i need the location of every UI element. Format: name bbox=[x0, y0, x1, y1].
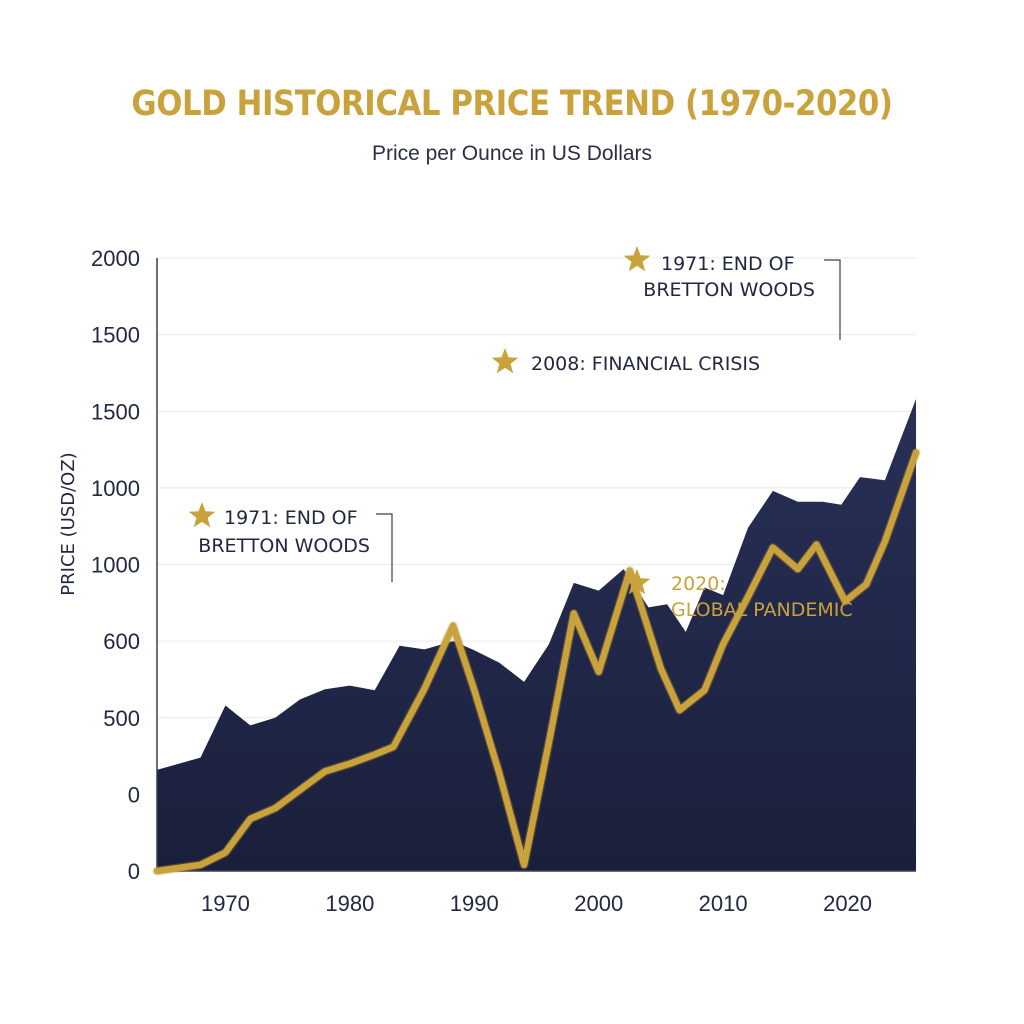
x-tick-label: 2000 bbox=[574, 891, 623, 916]
annotation: 2008: FINANCIAL CRISIS bbox=[491, 348, 760, 375]
x-tick-label: 1970 bbox=[201, 891, 250, 916]
axes bbox=[156, 258, 916, 872]
star-icon bbox=[188, 502, 216, 528]
y-tick-label: 0 bbox=[128, 782, 140, 807]
chart-subtitle: Price per Ounce in US Dollars bbox=[371, 142, 653, 165]
annotation-text: 2008: FINANCIAL CRISIS bbox=[531, 353, 760, 375]
annotation-text: 2020: bbox=[671, 573, 726, 595]
annotation-text: 1971: END OF bbox=[224, 507, 358, 529]
y-tick-label: 1000 bbox=[91, 476, 140, 501]
tick-labels: 0 0 500 600 1000 1000 1500 1500 2000 1970 1980 1990… bbox=[58, 246, 872, 916]
y-tick-label: 1500 bbox=[91, 399, 140, 424]
area-series bbox=[157, 399, 916, 871]
y-tick-label: 2000 bbox=[91, 246, 140, 271]
annotation: 1971: END OF BRETTON WOODS bbox=[623, 246, 841, 340]
annotation-text: BRETTON WOODS bbox=[643, 279, 815, 301]
x-tick-label: 1980 bbox=[325, 891, 374, 916]
annotation-leader bbox=[824, 259, 841, 340]
x-tick-label: 1990 bbox=[450, 891, 499, 916]
y-tick-label: 1000 bbox=[91, 553, 140, 578]
area-fill bbox=[157, 399, 916, 871]
annotation-text: GLOBAL PANDEMIC bbox=[671, 599, 853, 621]
annotations: 1971: END OF BRETTON WOODS 2008: FINANCIAL… bbox=[188, 246, 853, 621]
chart-title: GOLD HISTORICAL PRICE TREND (1970-2020) bbox=[131, 84, 893, 124]
annotation-text: BRETTON WOODS bbox=[198, 535, 370, 557]
annotation: 1971: END OF BRETTON WOODS bbox=[188, 502, 393, 582]
star-icon bbox=[623, 569, 651, 595]
y-tick-label: 1500 bbox=[91, 323, 140, 348]
line-series bbox=[152, 448, 921, 876]
gold-line bbox=[153, 449, 920, 875]
star-icon bbox=[491, 348, 519, 374]
annotation: 2020: GLOBAL PANDEMIC bbox=[623, 569, 853, 621]
star-icon bbox=[623, 246, 651, 272]
y-axis-title: PRICE (USD/OZ) bbox=[58, 452, 79, 595]
annotation-leader bbox=[376, 513, 393, 582]
y-tick-label: 500 bbox=[103, 706, 140, 731]
y-tick-label: 600 bbox=[103, 629, 140, 654]
y-tick-label: 0 bbox=[128, 859, 140, 884]
annotation-text: 1971: END OF bbox=[661, 253, 795, 275]
x-tick-label: 2020 bbox=[823, 891, 872, 916]
x-tick-label: 2010 bbox=[699, 891, 748, 916]
